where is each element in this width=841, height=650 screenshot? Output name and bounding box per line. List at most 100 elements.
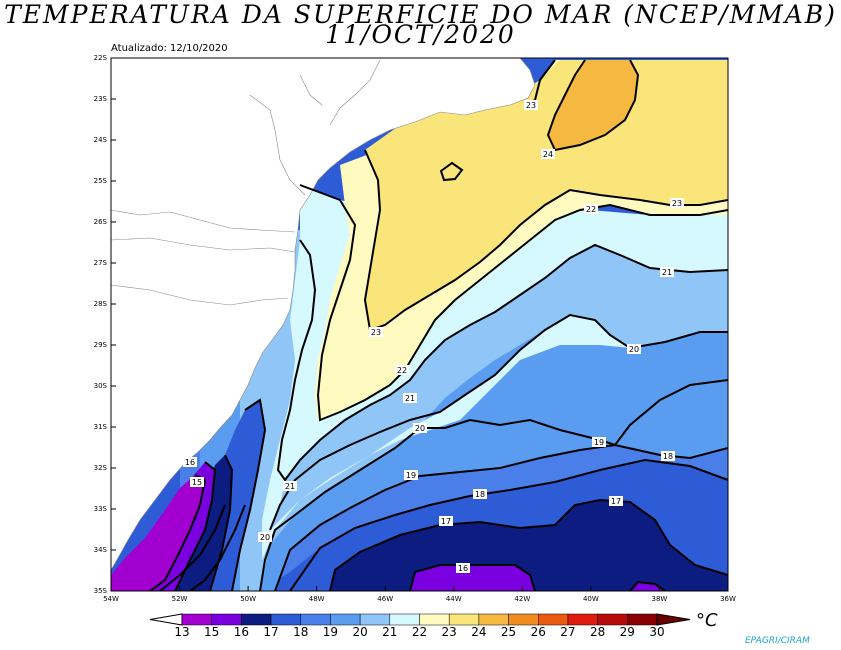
lat-tick-label: 23S — [94, 95, 108, 103]
lat-tick-label: 35S — [94, 587, 108, 595]
contour-label-bg — [456, 563, 470, 573]
lon-tick-label: 40W — [583, 595, 599, 603]
lat-tick-label: 22S — [94, 54, 108, 62]
lon-tick-label: 54W — [103, 595, 119, 603]
contour-label: 22 — [586, 205, 596, 214]
colorbar-swatch — [359, 613, 391, 626]
contour-label-bg — [627, 344, 641, 354]
colorbar-label: 20 — [352, 625, 367, 639]
lat-tick-label: 25S — [94, 177, 108, 185]
lon-tick-label: 48W — [309, 595, 325, 603]
colorbar-label: 19 — [323, 625, 338, 639]
lon-tick-label: 50W — [240, 595, 256, 603]
contour-label-bg — [473, 489, 487, 499]
sea-sw-13 — [111, 475, 205, 591]
contour-label-bg — [541, 149, 555, 159]
colorbar-label: 28 — [590, 625, 605, 639]
colorbar-swatch — [181, 613, 212, 626]
colorbar-label: 13 — [174, 625, 189, 639]
contour-label-bg — [660, 267, 674, 277]
colorbar-swatch — [508, 613, 539, 626]
contour-label: 20 — [260, 533, 270, 542]
contour-label: 17 — [611, 497, 621, 506]
map-date: 11/OCT/2020 — [325, 20, 516, 49]
lat-tick-label: 32S — [94, 464, 108, 472]
colorbar-label: 29 — [620, 625, 635, 639]
sst-field: 23 24 23 22 23 21 22 20 21 20 19 19 18 18 17 17 16 15 21 20… — [111, 58, 728, 591]
lat-tick-label: 24S — [94, 136, 108, 144]
contour-label-bg — [183, 457, 197, 467]
colorbar-label: 23 — [442, 625, 457, 639]
map-frame — [110, 57, 729, 592]
colorbar-swatch — [478, 613, 509, 626]
contour-label: 24 — [543, 150, 553, 159]
colorbar-swatch — [241, 613, 272, 626]
colorbar-swatch — [538, 613, 569, 626]
colorbar-label: 24 — [471, 625, 486, 639]
contour-label-bg — [258, 532, 272, 542]
contour-label-bg — [661, 451, 675, 461]
contour-label: 21 — [662, 268, 672, 277]
contour-label: 20 — [415, 424, 425, 433]
lat-tick-label: 33S — [94, 505, 108, 513]
eddy-24 — [439, 161, 464, 182]
colorbar-label: 22 — [412, 625, 427, 639]
lat-tick-label: 30S — [94, 382, 108, 390]
contour-label-bg — [190, 477, 204, 487]
contour-label: 18 — [663, 452, 673, 461]
contour-label-bg — [670, 198, 684, 208]
colorbar-swatch — [627, 613, 658, 626]
contour-label: 23 — [672, 199, 682, 208]
colorbar-swatch — [270, 613, 301, 626]
lon-tick-label: 36W — [720, 595, 736, 603]
colorbar-swatch — [597, 613, 628, 626]
lat-tick-label: 29S — [94, 341, 108, 349]
contour-label: 23 — [371, 328, 381, 337]
colorbar: 13 15 16 17 18 19 20 21 22 23 24 25 26 27 28 29 30 °C — [149, 610, 718, 639]
isotherms — [149, 59, 728, 591]
sea-15-16 — [410, 565, 535, 591]
contour-label: 20 — [629, 345, 639, 354]
contour-label-bg — [283, 481, 297, 491]
contour-label-bg — [369, 327, 383, 337]
contour-label: 21 — [285, 482, 295, 491]
colorbar-label: 16 — [234, 625, 249, 639]
lon-tick-label: 52W — [172, 595, 188, 603]
colorbar-swatch — [567, 613, 598, 626]
lat-tick-label: 26S — [94, 218, 108, 226]
contour-label: 15 — [192, 478, 202, 487]
colorbar-swatch — [300, 613, 331, 626]
lat-tick-label: 28S — [94, 300, 108, 308]
contour-label-bg — [592, 437, 606, 447]
contour-label-bg — [395, 365, 409, 375]
contour-label-bg — [413, 423, 427, 433]
contour-label-bg — [584, 204, 598, 214]
contour-label: 16 — [185, 458, 195, 467]
colorbar-label: 26 — [531, 625, 546, 639]
lon-tick-label: 44W — [446, 595, 462, 603]
lat-tick-label: 27S — [94, 259, 108, 267]
sea-15-16-east — [630, 582, 665, 591]
lat-tick-label: 34S — [94, 546, 108, 554]
colorbar-label: 15 — [204, 625, 219, 639]
map-title: TEMPERATURA DA SUPERFICIE DO MAR (NCEP/M… — [4, 0, 837, 29]
colorbar-label: 17 — [263, 625, 278, 639]
colorbar-swatch — [389, 613, 420, 626]
contour-label-bg — [524, 100, 538, 110]
land — [111, 58, 536, 571]
lon-tick-label: 38W — [652, 595, 668, 603]
contour-label: 19 — [406, 471, 416, 480]
colorbar-label: 21 — [382, 625, 397, 639]
updated-date: Atualizado: 12/10/2020 — [111, 43, 228, 54]
colorbar-swatch — [211, 613, 242, 626]
longitude-ticks: 54W 52W 50W 48W 46W 44W 42W 40W 38W 36W — [103, 586, 736, 603]
contour-label-bg — [609, 496, 623, 506]
contour-label-bg — [403, 393, 417, 403]
lon-tick-label: 46W — [377, 595, 393, 603]
contour-label-bg — [439, 516, 453, 526]
colorbar-swatch — [448, 613, 480, 626]
contour-label: 22 — [397, 366, 407, 375]
lat-tick-label: 31S — [94, 423, 108, 431]
contour-labels: 23 24 23 22 23 21 22 20 21 20 19 19 18 18 17 17 16 15 21 20… — [183, 100, 684, 573]
